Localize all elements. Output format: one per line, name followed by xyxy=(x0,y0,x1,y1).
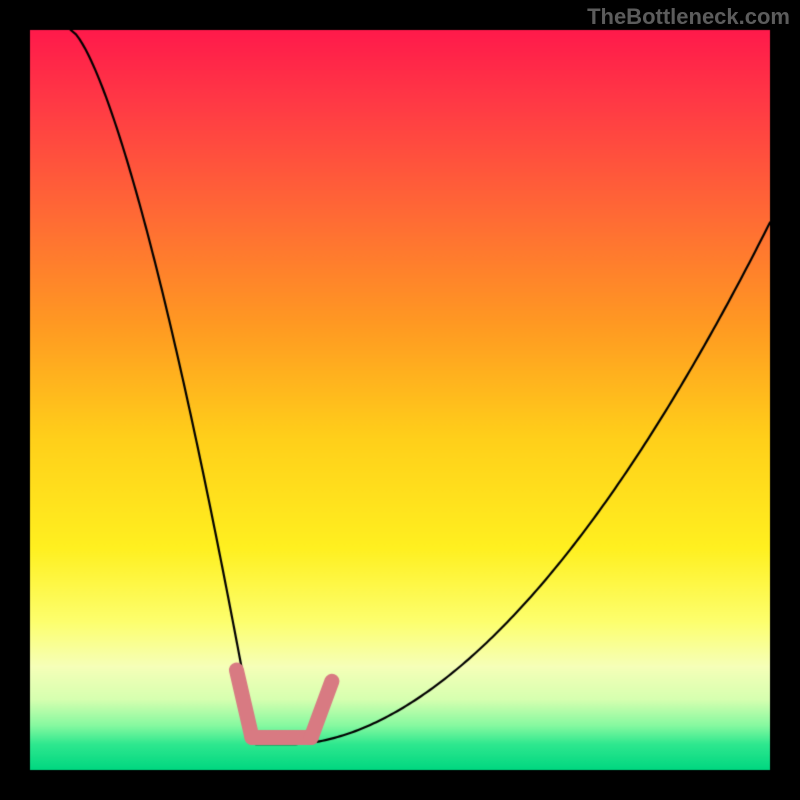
bottleneck-chart xyxy=(0,0,800,800)
